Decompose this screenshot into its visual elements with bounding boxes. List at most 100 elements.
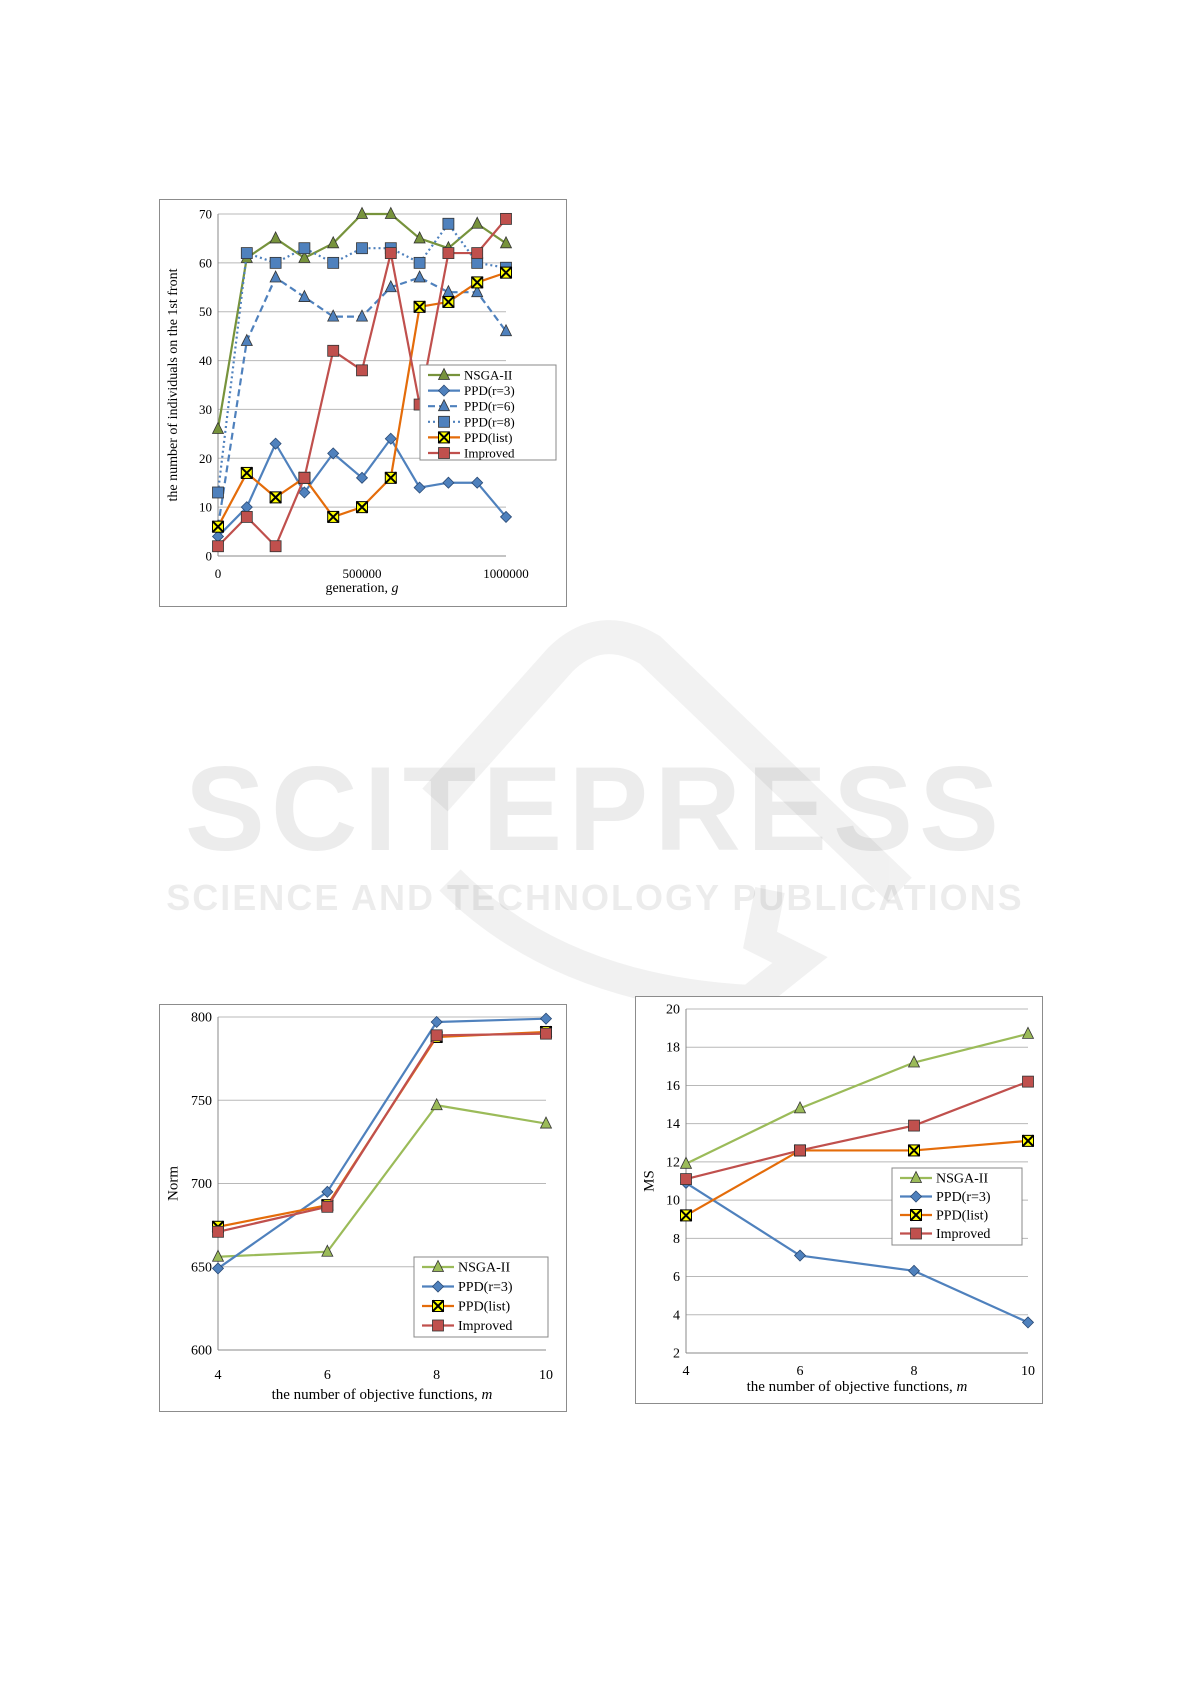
y-tick-label-700: 700 — [191, 1177, 212, 1192]
point-ppd-r-8-4 — [327, 256, 340, 269]
point-ppd-r-3-9 — [471, 476, 484, 489]
y-tick-label-650: 650 — [191, 1260, 212, 1275]
point-ppd-r-6-4 — [327, 309, 340, 322]
chart-norm-svg: 600 650 700 750 800 4 6 8 10 the number of object… — [165, 1011, 553, 1404]
x-tick-label-4: 4 — [215, 1368, 222, 1383]
legend-item-ppd-r-8: PPD(r=8) — [428, 414, 515, 429]
legend: NSGA-IIPPD(r=3)PPD(r=6)PPD(r=8)PPD(list)… — [419, 364, 557, 461]
point-nsga-ii-1 — [793, 1100, 807, 1114]
legend-label-ppd-list: PPD(list) — [458, 1300, 510, 1315]
point-ppd-r-6-5 — [355, 309, 369, 322]
series-ppd-r-3 — [211, 1012, 553, 1275]
legend-item-ppd-r-3: PPD(r=3) — [428, 383, 515, 398]
watermark-main-text: SCITEPRESS — [185, 742, 1005, 876]
point-ppd-list-0 — [211, 520, 225, 533]
y-tick-label-50: 50 — [199, 304, 212, 319]
legend-label-ppd-r-8: PPD(r=8) — [464, 414, 515, 429]
chart-individuals-first-front: 0 10 20 30 40 50 60 70 0 500000 1000000 generation,… — [159, 199, 567, 607]
point-improved-10 — [500, 212, 512, 225]
x-axis-label: the number of objective functions, m — [272, 1387, 493, 1403]
legend-marker-nsga-ii — [909, 1170, 923, 1183]
y-tick-label-30: 30 — [199, 402, 212, 417]
legend-item-nsga-ii: NSGA-II — [422, 1259, 510, 1276]
gridlines — [686, 1008, 1028, 1354]
legend-item-ppd-list: PPD(list) — [900, 1209, 988, 1224]
series-improved — [212, 1027, 552, 1238]
point-ppd-r-6-3 — [298, 289, 311, 302]
point-ppd-r-3-2 — [430, 1015, 443, 1029]
y-axis-label: the number of individuals on the 1st fro… — [166, 268, 181, 501]
point-improved-5 — [356, 364, 368, 377]
point-nsga-ii-0 — [211, 1249, 225, 1262]
x-axis-label: the number of objective functions, m — [747, 1379, 968, 1395]
y-tick-label-8: 8 — [673, 1232, 680, 1247]
point-ppd-list-10 — [499, 266, 513, 279]
point-nsga-ii-2 — [430, 1097, 443, 1111]
point-improved-8 — [442, 247, 455, 259]
point-ppd-r-3-3 — [539, 1012, 553, 1025]
point-nsga-ii-9 — [471, 216, 484, 229]
point-improved-1 — [240, 511, 253, 523]
point-ppd-r-8-5 — [356, 242, 368, 255]
point-ppd-r-3-1 — [793, 1249, 807, 1262]
point-ppd-r-3-2 — [269, 437, 282, 450]
legend-marker-ppd-r-3 — [431, 1280, 445, 1293]
point-ppd-r-3-0 — [211, 1262, 225, 1275]
point-improved-0 — [212, 540, 224, 553]
x-tick-label-4: 4 — [683, 1364, 690, 1379]
series-line-ppd-list — [685, 1139, 1029, 1217]
point-ppd-list-1 — [240, 466, 254, 480]
point-ppd-list-4 — [326, 510, 340, 524]
chart-ms: 2 4 6 8 10 12 14 16 18 20 4 6 8 10 the number of objec… — [635, 996, 1043, 1404]
point-ppd-r-3-3 — [1021, 1316, 1035, 1329]
x-tick-label-1000000: 1000000 — [483, 566, 529, 581]
series-nsga-ii — [679, 1026, 1035, 1169]
x-tick-label-6: 6 — [797, 1364, 804, 1379]
series-line-ppd-r-8 — [216, 222, 507, 493]
point-improved-0 — [680, 1173, 692, 1185]
y-tick-label-20: 20 — [199, 451, 212, 466]
point-improved-2 — [430, 1029, 443, 1042]
point-improved-4 — [327, 344, 340, 357]
x-tick-label-8: 8 — [911, 1364, 918, 1379]
point-nsga-ii-1 — [321, 1244, 334, 1257]
point-ppd-r-3-8 — [442, 476, 455, 489]
legend-item-improved: Improved — [422, 1319, 512, 1334]
legend-marker-ppd-list — [437, 431, 451, 444]
point-ppd-r-8-9 — [471, 256, 484, 269]
point-nsga-ii-0 — [679, 1156, 693, 1169]
point-improved-6 — [384, 247, 397, 259]
point-ppd-r-3-1 — [321, 1185, 334, 1198]
point-ppd-list-2 — [269, 491, 282, 504]
legend-item-improved: Improved — [900, 1227, 990, 1242]
chart-individuals-first-front-svg: 0 10 20 30 40 50 60 70 0 500000 1000000 generation,… — [166, 207, 557, 596]
legend-item-ppd-r-3: PPD(r=3) — [422, 1280, 513, 1295]
point-ppd-r-3-7 — [413, 481, 426, 494]
y-tick-label-70: 70 — [199, 207, 212, 222]
point-improved-2 — [908, 1119, 920, 1132]
y-tick-label-10: 10 — [666, 1194, 680, 1209]
point-ppd-r-8-8 — [442, 217, 455, 230]
point-ppd-r-3-3 — [298, 486, 311, 499]
watermark-arc-upper — [422, 620, 912, 903]
legend-label-nsga-ii: NSGA-II — [464, 368, 512, 383]
legend-marker-nsga-ii — [431, 1259, 445, 1272]
point-ppd-list-5 — [355, 500, 369, 514]
point-ppd-list-3 — [1021, 1134, 1035, 1148]
point-nsga-ii-7 — [413, 231, 426, 244]
legend-marker-ppd-r-6 — [437, 398, 451, 412]
legend-label-nsga-ii: NSGA-II — [458, 1261, 510, 1276]
watermark-sub-text: SCIENCE AND TECHNOLOGY PUBLICATIONS — [166, 877, 1023, 918]
point-ppd-list-6 — [384, 471, 398, 485]
point-ppd-list-9 — [470, 276, 484, 289]
point-nsga-ii-0 — [211, 421, 225, 434]
point-nsga-ii-3 — [539, 1116, 553, 1129]
point-improved-9 — [471, 247, 484, 259]
point-ppd-r-8-3 — [298, 242, 311, 255]
point-ppd-r-8-1 — [240, 247, 253, 259]
legend-label-nsga-ii: NSGA-II — [936, 1172, 988, 1187]
y-tick-label-60: 60 — [199, 255, 212, 270]
legend-label-improved: Improved — [936, 1227, 990, 1242]
series-line-nsga-ii — [217, 1104, 547, 1258]
